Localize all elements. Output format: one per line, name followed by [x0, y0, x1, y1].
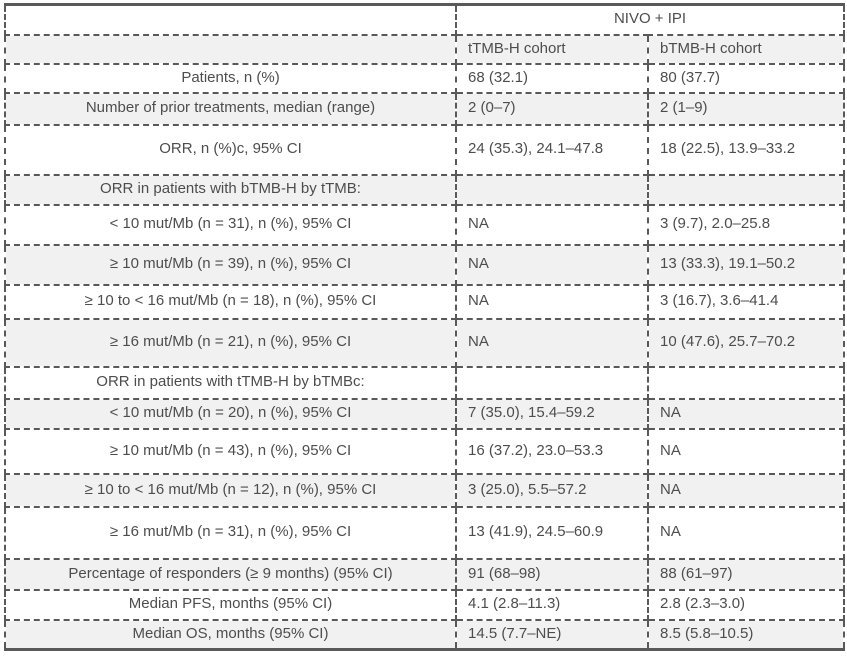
ttmb-value — [455, 365, 649, 400]
column-header-btmb: bTMB-H cohort — [646, 33, 846, 65]
btmb-value: 8.5 (5.8–10.5) — [646, 618, 846, 651]
ttmb-value: 16 (37.2), 23.0–53.3 — [455, 427, 649, 475]
ttmb-value: 4.1 (2.8–11.3) — [455, 588, 649, 621]
table-row: ORR in patients with tTMB-H by bTMBc: — [4, 365, 846, 400]
ttmb-value: 2 (0–7) — [455, 91, 649, 126]
ttmb-value: 68 (32.1) — [455, 62, 649, 94]
btmb-value: 18 (22.5), 13.9–33.2 — [646, 123, 846, 176]
ttmb-value: NA — [455, 283, 649, 320]
row-label: Patients, n (%) — [4, 62, 457, 94]
ttmb-value: NA — [455, 243, 649, 286]
row-label: ≥ 10 mut/Mb (n = 39), n (%), 95% CI — [4, 243, 457, 286]
btmb-value: 2.8 (2.3–3.0) — [646, 588, 846, 621]
table-row: Median PFS, months (95% CI) 4.1 (2.8–11.3… — [4, 588, 846, 621]
row-label: ORR in patients with bTMB-H by tTMB: — [4, 173, 457, 206]
btmb-value: 13 (33.3), 19.1–50.2 — [646, 243, 846, 286]
row-label: Percentage of responders (≥ 9 months) (9… — [4, 557, 457, 591]
row-label: < 10 mut/Mb (n = 31), n (%), 95% CI — [4, 203, 457, 246]
results-table: NIVO + IPI tTMB-H cohort bTMB-H cohort P… — [4, 3, 846, 651]
row-label: ORR in patients with tTMB-H by bTMBc: — [4, 365, 457, 400]
ttmb-value: 13 (41.9), 24.5–60.9 — [455, 505, 649, 560]
row-label: Number of prior treatments, median (rang… — [4, 91, 457, 126]
row-label: Median PFS, months (95% CI) — [4, 588, 457, 621]
row-label: ≥ 10 to < 16 mut/Mb (n = 12), n (%), 95%… — [4, 472, 457, 508]
row-label: Median OS, months (95% CI) — [4, 618, 457, 651]
row-label: ≥ 16 mut/Mb (n = 21), n (%), 95% CI — [4, 317, 457, 368]
ttmb-value: 24 (35.3), 24.1–47.8 — [455, 123, 649, 176]
table-row: ≥ 10 mut/Mb (n = 39), n (%), 95% CI NA 13 … — [4, 243, 846, 286]
btmb-value: 10 (47.6), 25.7–70.2 — [646, 317, 846, 368]
ttmb-value: 14.5 (7.7–NE) — [455, 618, 649, 651]
btmb-value: 88 (61–97) — [646, 557, 846, 591]
btmb-value — [646, 365, 846, 400]
btmb-value: NA — [646, 505, 846, 560]
table-row: ≥ 10 to < 16 mut/Mb (n = 18), n (%), 95%… — [4, 283, 846, 320]
table-body: Patients, n (%) 68 (32.1) 80 (37.7) Number … — [4, 62, 846, 651]
ttmb-value: NA — [455, 317, 649, 368]
row-label: ≥ 10 mut/Mb (n = 43), n (%), 95% CI — [4, 427, 457, 475]
table-row: Patients, n (%) 68 (32.1) 80 (37.7) — [4, 62, 846, 94]
table-row: < 10 mut/Mb (n = 31), n (%), 95% CI NA 3 (… — [4, 203, 846, 246]
ttmb-value — [455, 173, 649, 206]
row-label: ≥ 10 to < 16 mut/Mb (n = 18), n (%), 95%… — [4, 283, 457, 320]
table-row: ORR, n (%)c, 95% CI 24 (35.3), 24.1–47.8 1… — [4, 123, 846, 176]
table-header: NIVO + IPI tTMB-H cohort bTMB-H cohort — [4, 3, 846, 65]
btmb-value — [646, 173, 846, 206]
empty-corner-cell — [4, 3, 457, 36]
btmb-value: NA — [646, 427, 846, 475]
ttmb-value: 91 (68–98) — [455, 557, 649, 591]
ttmb-value: NA — [455, 203, 649, 246]
table-row: < 10 mut/Mb (n = 20), n (%), 95% CI 7 (35… — [4, 397, 846, 430]
row-label: < 10 mut/Mb (n = 20), n (%), 95% CI — [4, 397, 457, 430]
cohort-header-row: tTMB-H cohort bTMB-H cohort — [4, 33, 846, 65]
table-row: ≥ 16 mut/Mb (n = 21), n (%), 95% CI NA 10 … — [4, 317, 846, 368]
table-row: Percentage of responders (≥ 9 months) (9… — [4, 557, 846, 591]
ttmb-value: 7 (35.0), 15.4–59.2 — [455, 397, 649, 430]
table-row: ≥ 10 mut/Mb (n = 43), n (%), 95% CI 16 (3… — [4, 427, 846, 475]
btmb-value: 2 (1–9) — [646, 91, 846, 126]
row-label: ≥ 16 mut/Mb (n = 31), n (%), 95% CI — [4, 505, 457, 560]
table-row: ≥ 16 mut/Mb (n = 31), n (%), 95% CI 13 (4… — [4, 505, 846, 560]
btmb-value: 3 (16.7), 3.6–41.4 — [646, 283, 846, 320]
btmb-value: NA — [646, 397, 846, 430]
table-row: ≥ 10 to < 16 mut/Mb (n = 12), n (%), 95%… — [4, 472, 846, 508]
row-label: ORR, n (%)c, 95% CI — [4, 123, 457, 176]
btmb-value: 3 (9.7), 2.0–25.8 — [646, 203, 846, 246]
treatment-group-header: NIVO + IPI — [454, 3, 846, 36]
treatment-group-row: NIVO + IPI — [4, 3, 846, 36]
empty-corner-cell — [4, 33, 457, 65]
btmb-value: NA — [646, 472, 846, 508]
btmb-value: 80 (37.7) — [646, 62, 846, 94]
ttmb-value: 3 (25.0), 5.5–57.2 — [455, 472, 649, 508]
table-row: Number of prior treatments, median (rang… — [4, 91, 846, 126]
table-row: ORR in patients with bTMB-H by tTMB: — [4, 173, 846, 206]
column-header-ttmb: tTMB-H cohort — [455, 33, 649, 65]
table-row: Median OS, months (95% CI) 14.5 (7.7–NE) 8… — [4, 618, 846, 651]
